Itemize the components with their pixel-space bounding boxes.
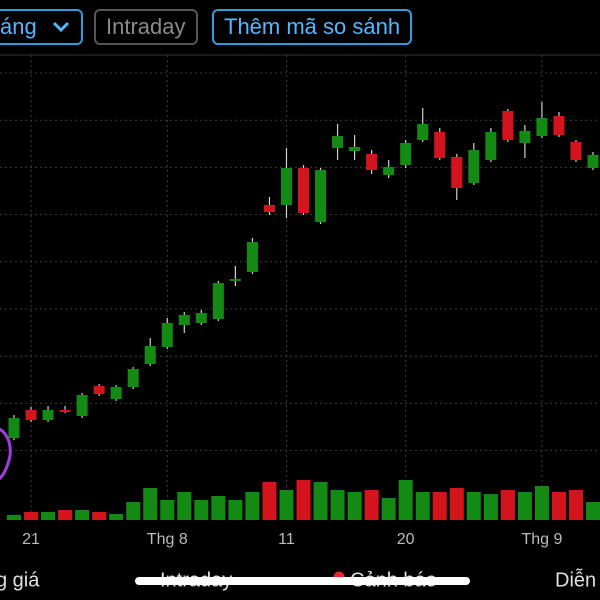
- candle-body: [366, 154, 378, 170]
- volume-bar: [126, 502, 141, 520]
- candle-body: [502, 111, 514, 140]
- candle-body: [485, 132, 497, 160]
- candle-body: [332, 136, 344, 148]
- chevron: [52, 21, 69, 33]
- volume-bar: [228, 500, 243, 520]
- volume-bar: [245, 492, 260, 520]
- candle-body: [468, 150, 480, 183]
- volume-bar: [398, 480, 413, 520]
- candle-body: [212, 283, 224, 319]
- candle-body: [178, 315, 190, 325]
- candle-body: [315, 170, 327, 222]
- x-tick-label: 11: [278, 531, 295, 548]
- volume-bar: [24, 512, 39, 520]
- home-indicator: [135, 577, 470, 585]
- candle-body: [195, 313, 207, 323]
- candle-body: [400, 143, 412, 165]
- volume-bar: [7, 515, 21, 520]
- volume-bar: [92, 512, 107, 520]
- candle-body: [59, 410, 71, 412]
- candle-body: [263, 205, 275, 212]
- candle-body: [434, 132, 446, 158]
- x-tick-label: 21: [22, 531, 40, 548]
- volume-bar: [347, 492, 362, 520]
- volume-bar: [483, 494, 498, 520]
- volume-bar: [177, 492, 192, 520]
- candle-body: [76, 395, 88, 416]
- volume-bar: [296, 480, 311, 520]
- volume-bar: [330, 490, 345, 520]
- candle-body: [110, 387, 122, 399]
- alert-dot: [333, 571, 345, 583]
- candle-body: [536, 118, 548, 136]
- volume-bar: [262, 482, 277, 520]
- candle-body: [144, 346, 156, 364]
- candle-body: [519, 131, 531, 143]
- volume-bar: [364, 490, 379, 520]
- bottom-tab: Cảnh báo: [350, 569, 437, 591]
- volume-bar: [551, 492, 566, 520]
- bottom-tab: Diễn: [555, 568, 596, 591]
- volume-bar: [75, 510, 90, 520]
- volume-bar: [143, 488, 158, 520]
- range-label[interactable]: áng: [0, 14, 37, 39]
- candle-body: [42, 410, 54, 420]
- volume-bar: [211, 496, 226, 520]
- volume-bar: [432, 492, 447, 520]
- candle-body: [417, 124, 429, 140]
- candle-body: [246, 242, 258, 272]
- intraday-button[interactable]: Intraday: [94, 9, 198, 45]
- volume-bar: [517, 492, 532, 520]
- candle-body: [161, 323, 173, 347]
- candle-body: [349, 147, 361, 151]
- volume-bar: [534, 486, 549, 520]
- candle-body: [25, 410, 37, 420]
- volume-bar: [58, 510, 73, 520]
- candle-body: [383, 167, 395, 175]
- candle-body: [280, 168, 292, 205]
- x-tick-label: Thg 8: [147, 531, 188, 548]
- candle-body: [93, 386, 105, 394]
- range-button[interactable]: áng: [0, 9, 83, 45]
- x-tick-label: Thg 9: [521, 531, 562, 548]
- volume-bar: [160, 500, 175, 520]
- volume-bar: [109, 514, 124, 520]
- candle-body: [229, 279, 241, 281]
- candle-body: [8, 418, 20, 438]
- volume-bar: [568, 490, 583, 520]
- candle-body: [570, 142, 582, 160]
- x-tick-label: 20: [397, 531, 415, 548]
- compare-button[interactable]: Thêm mã so sánh: [212, 9, 413, 45]
- volume-bar: [313, 482, 328, 520]
- candle-body: [553, 116, 565, 135]
- volume-bar: [279, 490, 294, 520]
- bottom-tab: Intraday: [160, 569, 232, 591]
- volume-bar: [41, 512, 56, 520]
- volume-bar: [449, 488, 464, 520]
- volume-bar: [466, 492, 481, 520]
- drawing-annotation: [0, 427, 12, 481]
- candle-body: [298, 168, 310, 213]
- candle-body: [587, 155, 599, 168]
- bottom-tab: g giá: [0, 569, 40, 591]
- candle-body: [451, 157, 463, 188]
- volume-bar: [194, 500, 209, 520]
- volume-bar: [381, 498, 396, 520]
- volume-bar: [500, 490, 515, 520]
- candle-body: [127, 369, 139, 387]
- volume-bar: [586, 502, 600, 520]
- volume-bar: [415, 492, 430, 520]
